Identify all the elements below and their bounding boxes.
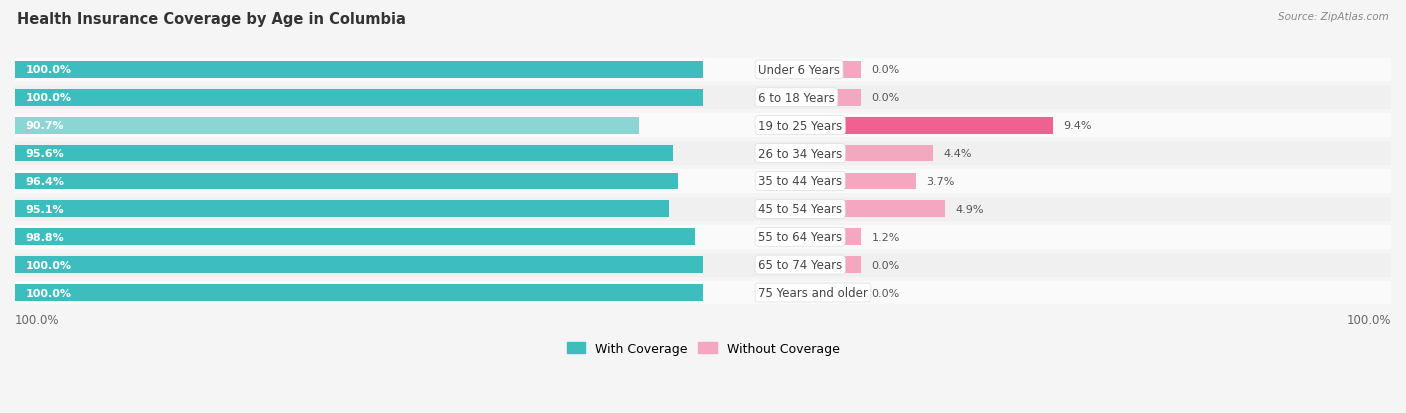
Text: 1.2%: 1.2% — [872, 232, 900, 242]
Text: 98.8%: 98.8% — [25, 232, 65, 242]
Bar — [15, 197, 1391, 221]
Text: 96.4%: 96.4% — [25, 176, 65, 187]
Text: 100.0%: 100.0% — [15, 313, 59, 326]
Text: 9.4%: 9.4% — [1063, 121, 1092, 131]
Text: 100.0%: 100.0% — [25, 288, 72, 298]
Text: 6 to 18 Years: 6 to 18 Years — [758, 92, 835, 104]
Text: 95.6%: 95.6% — [25, 149, 65, 159]
Bar — [15, 225, 1391, 249]
Text: 19 to 25 Years: 19 to 25 Years — [758, 119, 842, 132]
Text: 95.1%: 95.1% — [25, 204, 63, 214]
Bar — [827, 201, 945, 218]
Text: 0.0%: 0.0% — [872, 260, 900, 270]
Text: 4.9%: 4.9% — [955, 204, 984, 214]
Text: 100.0%: 100.0% — [25, 65, 72, 75]
Text: 100.0%: 100.0% — [25, 93, 72, 103]
Text: 45 to 54 Years: 45 to 54 Years — [758, 203, 842, 216]
Text: 90.7%: 90.7% — [25, 121, 63, 131]
Text: Under 6 Years: Under 6 Years — [758, 64, 839, 77]
Text: 4.4%: 4.4% — [943, 149, 972, 159]
Bar — [827, 62, 862, 78]
Bar — [15, 201, 669, 218]
Bar — [15, 86, 1391, 110]
Text: 26 to 34 Years: 26 to 34 Years — [758, 147, 842, 160]
Bar — [15, 281, 1391, 305]
Text: 55 to 64 Years: 55 to 64 Years — [758, 231, 842, 244]
Bar — [827, 256, 862, 273]
Bar — [15, 90, 703, 107]
Legend: With Coverage, Without Coverage: With Coverage, Without Coverage — [561, 337, 845, 360]
Bar — [15, 285, 703, 301]
Text: 35 to 44 Years: 35 to 44 Years — [758, 175, 842, 188]
Bar — [827, 90, 862, 107]
Bar — [15, 229, 695, 245]
Text: Health Insurance Coverage by Age in Columbia: Health Insurance Coverage by Age in Colu… — [17, 12, 406, 27]
Bar — [15, 145, 672, 162]
Bar — [15, 253, 1391, 277]
Bar — [15, 114, 1391, 138]
Bar — [15, 142, 1391, 166]
Text: 100.0%: 100.0% — [1347, 313, 1391, 326]
Bar — [827, 285, 862, 301]
Bar — [827, 173, 915, 190]
Bar — [827, 145, 932, 162]
Text: 75 Years and older: 75 Years and older — [758, 286, 868, 299]
Bar — [827, 118, 1053, 134]
Text: Source: ZipAtlas.com: Source: ZipAtlas.com — [1278, 12, 1389, 22]
Bar — [15, 118, 638, 134]
Text: 0.0%: 0.0% — [872, 93, 900, 103]
Text: 100.0%: 100.0% — [25, 260, 72, 270]
Bar — [15, 62, 703, 78]
Text: 0.0%: 0.0% — [872, 65, 900, 75]
Bar — [827, 229, 862, 245]
Text: 3.7%: 3.7% — [927, 176, 955, 187]
Text: 0.0%: 0.0% — [872, 288, 900, 298]
Text: 65 to 74 Years: 65 to 74 Years — [758, 259, 842, 271]
Bar — [15, 256, 703, 273]
Bar — [15, 173, 678, 190]
Bar — [15, 170, 1391, 193]
Bar — [15, 58, 1391, 82]
